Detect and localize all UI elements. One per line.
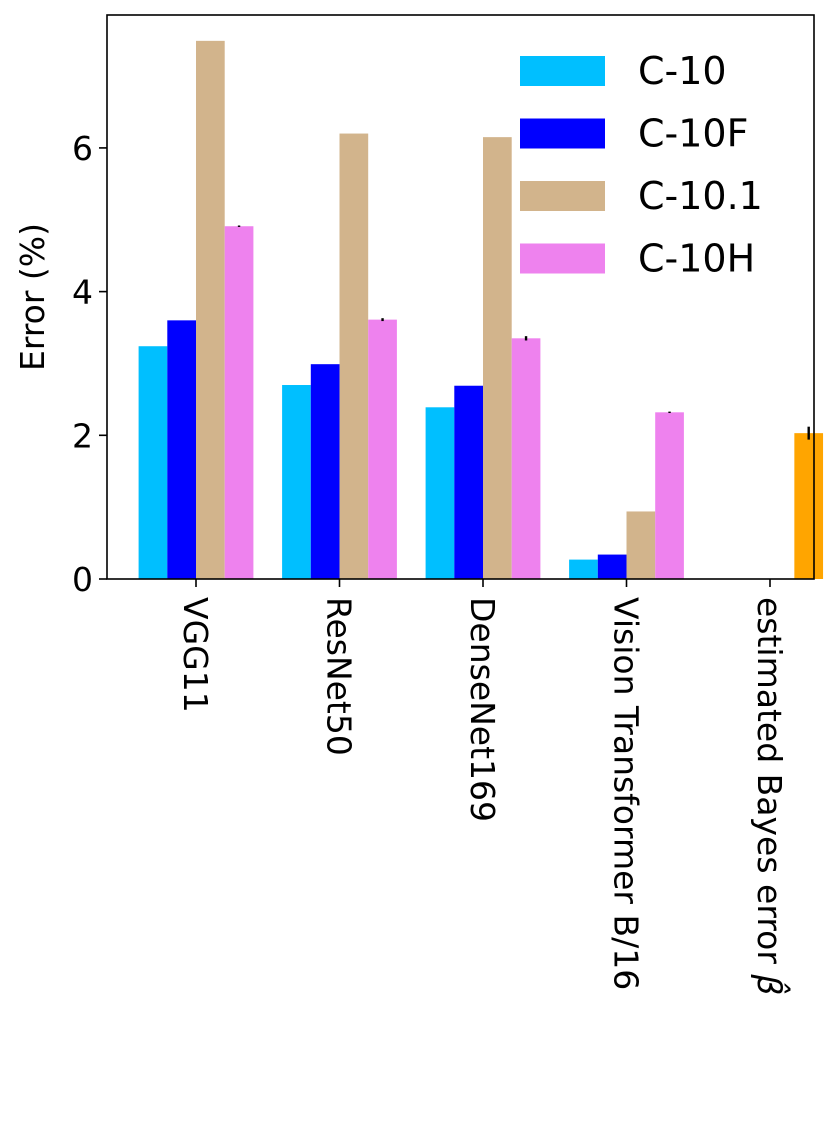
error-bars-layer xyxy=(237,225,810,440)
legend-label-c-10h: C-10H xyxy=(638,237,755,281)
y-axis-label: Error (%) xyxy=(13,223,52,371)
legend-swatch-c-10h xyxy=(520,243,605,274)
bar-c-10-1-vgg11 xyxy=(196,40,225,580)
bar-c-10h-densenet169 xyxy=(511,338,541,579)
y-tick-label: 6 xyxy=(72,129,93,168)
bar-c-10-resnet50 xyxy=(282,385,311,579)
y-tick-label: 0 xyxy=(72,560,93,599)
bar-c-10h-vgg11 xyxy=(224,226,254,580)
plot-area-frame xyxy=(106,14,815,580)
x-tick-label-densenet169: DenseNet169 xyxy=(463,597,502,822)
legend: C-10 C-10F C-10.1 C-10H xyxy=(520,49,763,281)
bar-c-10-1-resnet50 xyxy=(339,133,369,580)
bar-c-10-vgg11 xyxy=(138,346,168,579)
x-tick-label-estimated-bayes-error: estimated Bayes error β̂ xyxy=(750,597,791,995)
x-tick-label-resnet50: ResNet50 xyxy=(320,597,359,756)
y-axis: 0 2 4 6 xyxy=(72,129,107,599)
legend-label-c-10-1: C-10.1 xyxy=(638,174,763,218)
bar-c-10f-densenet169 xyxy=(454,385,483,579)
bars-layer xyxy=(138,40,824,580)
legend-swatch-c-10f xyxy=(520,118,605,149)
bar-c-10h-vision-transformer-b-16 xyxy=(655,412,684,579)
legend-label-c-10: C-10 xyxy=(638,49,727,93)
x-axis: VGG11 ResNet50 DenseNet169 Vision Transform… xyxy=(176,579,791,995)
legend-swatch-c-10-1 xyxy=(520,181,605,211)
x-tick-label-vgg11: VGG11 xyxy=(176,597,215,713)
bayes-beta-symbol: β̂ xyxy=(750,964,791,996)
y-tick-label: 4 xyxy=(72,273,93,312)
bar-c-10-vision-transformer-b-16 xyxy=(569,559,598,579)
legend-label-c-10f: C-10F xyxy=(638,112,748,156)
bar-c-10h-resnet50 xyxy=(368,319,397,579)
bar-c-10-1-densenet169 xyxy=(483,137,512,579)
y-tick-label: 2 xyxy=(72,416,93,455)
bar-c-10f-vision-transformer-b-16 xyxy=(597,554,627,579)
bar-c-10f-resnet50 xyxy=(310,364,340,579)
x-tick-label-vision-transformer-b-16: Vision Transformer B/16 xyxy=(607,597,646,990)
bar-estimated-bayes-error xyxy=(794,433,824,579)
legend-swatch-c-10 xyxy=(520,56,605,86)
bar-c-10-densenet169 xyxy=(425,407,455,579)
bar-c-10-1-vision-transformer-b-16 xyxy=(626,511,656,579)
bar-c-10f-vgg11 xyxy=(167,320,196,579)
